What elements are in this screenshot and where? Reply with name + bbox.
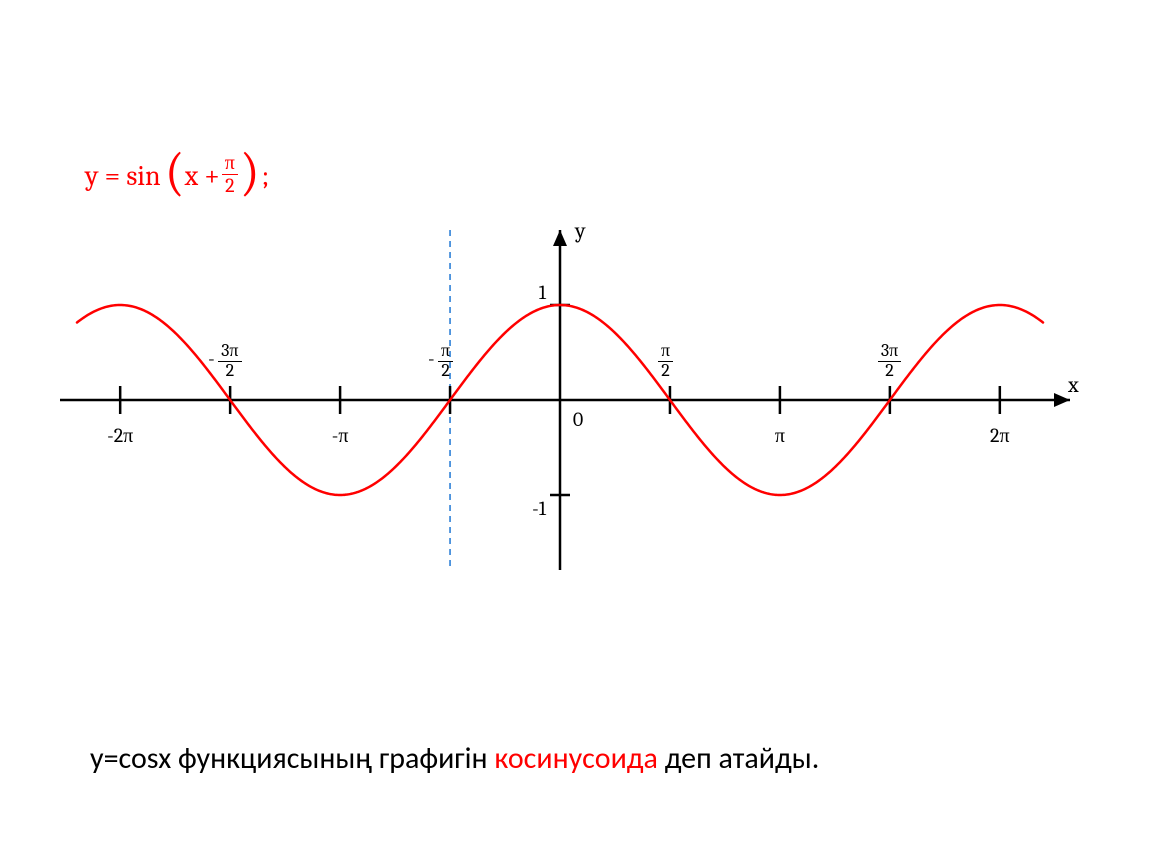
equation-inner-x: x + bbox=[185, 160, 220, 192]
origin-label: 0 bbox=[573, 408, 583, 431]
equation-lparen: ( bbox=[165, 146, 185, 198]
equation-rparen: ) bbox=[240, 146, 260, 198]
svg-text:-1: -1 bbox=[532, 497, 547, 520]
caption: y=cosx функциясының графигін косинусоида… bbox=[90, 740, 819, 777]
chart-svg: 1 -1 bbox=[60, 230, 1090, 570]
x-axis-label: x bbox=[1068, 372, 1079, 398]
x-tick-frac-label: -3π2 bbox=[218, 342, 241, 381]
caption-red: косинусоида bbox=[494, 740, 658, 777]
caption-pre: y=cosx функциясының графигін bbox=[90, 740, 494, 777]
cosine-chart: 1-1 y x 0 -2π-ππ2π-3π2-π2π23π2 bbox=[60, 230, 1090, 570]
x-tick-frac-label: π2 bbox=[658, 342, 673, 381]
x-tick-frac-label: 3π2 bbox=[878, 342, 901, 381]
caption-post: деп атайды. bbox=[658, 740, 819, 777]
equation-tail: ; bbox=[262, 160, 269, 192]
equation: y = sin ( x + π 2 ) ; bbox=[85, 150, 269, 202]
equation-frac-den: 2 bbox=[222, 175, 237, 197]
equation-lhs: y = sin bbox=[85, 160, 161, 192]
equation-fraction: π 2 bbox=[222, 152, 238, 197]
x-tick-label: π bbox=[775, 424, 785, 448]
x-tick-frac-label: -π2 bbox=[438, 342, 453, 381]
y-axis-label: y bbox=[575, 218, 586, 244]
x-tick-label: -2π bbox=[107, 424, 133, 448]
page: y = sin ( x + π 2 ) ; 1-1 y x 0 -2π-ππ2π… bbox=[0, 0, 1150, 864]
x-tick-label: -π bbox=[332, 424, 349, 448]
svg-text:1: 1 bbox=[539, 281, 547, 304]
x-tick-label: 2π bbox=[990, 424, 1010, 448]
equation-frac-num: π bbox=[222, 152, 238, 175]
